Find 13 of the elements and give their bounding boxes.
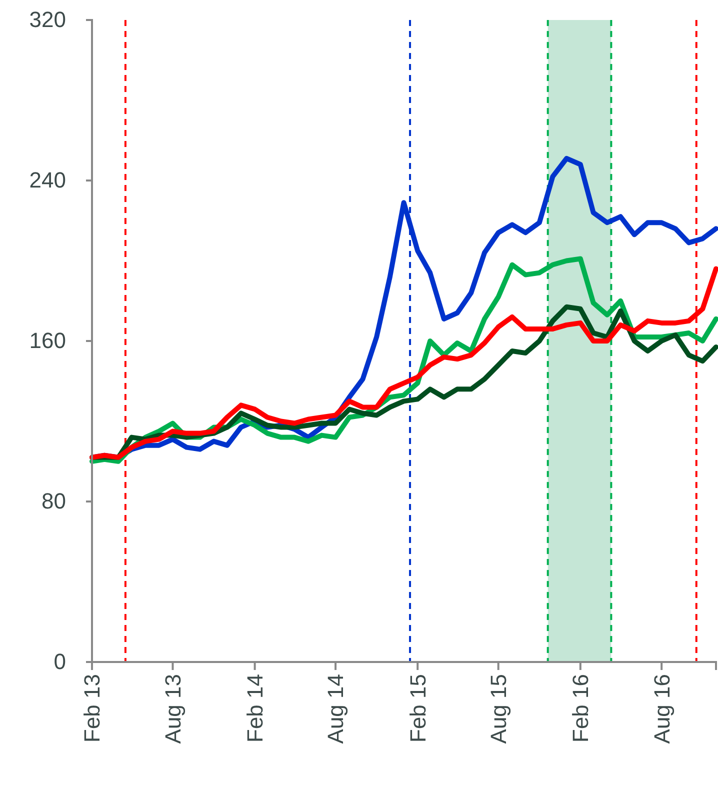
y-tick-label: 80 [42,488,66,514]
x-tick-label: Aug 14 [323,674,348,744]
x-tick-label: Feb 14 [242,674,268,742]
x-tick-label: Feb 15 [405,674,430,742]
x-tick-label: Aug 15 [486,674,512,744]
x-tick-label: Feb 16 [568,674,594,742]
x-tick-label: Aug 13 [160,674,186,744]
y-tick-label: 0 [54,649,66,674]
y-tick-label: 160 [29,328,66,354]
x-tick-label: Feb 13 [80,674,105,742]
y-tick-label: 320 [29,7,66,32]
x-tick-label: Aug 16 [649,674,674,744]
y-tick-label: 240 [29,168,66,193]
